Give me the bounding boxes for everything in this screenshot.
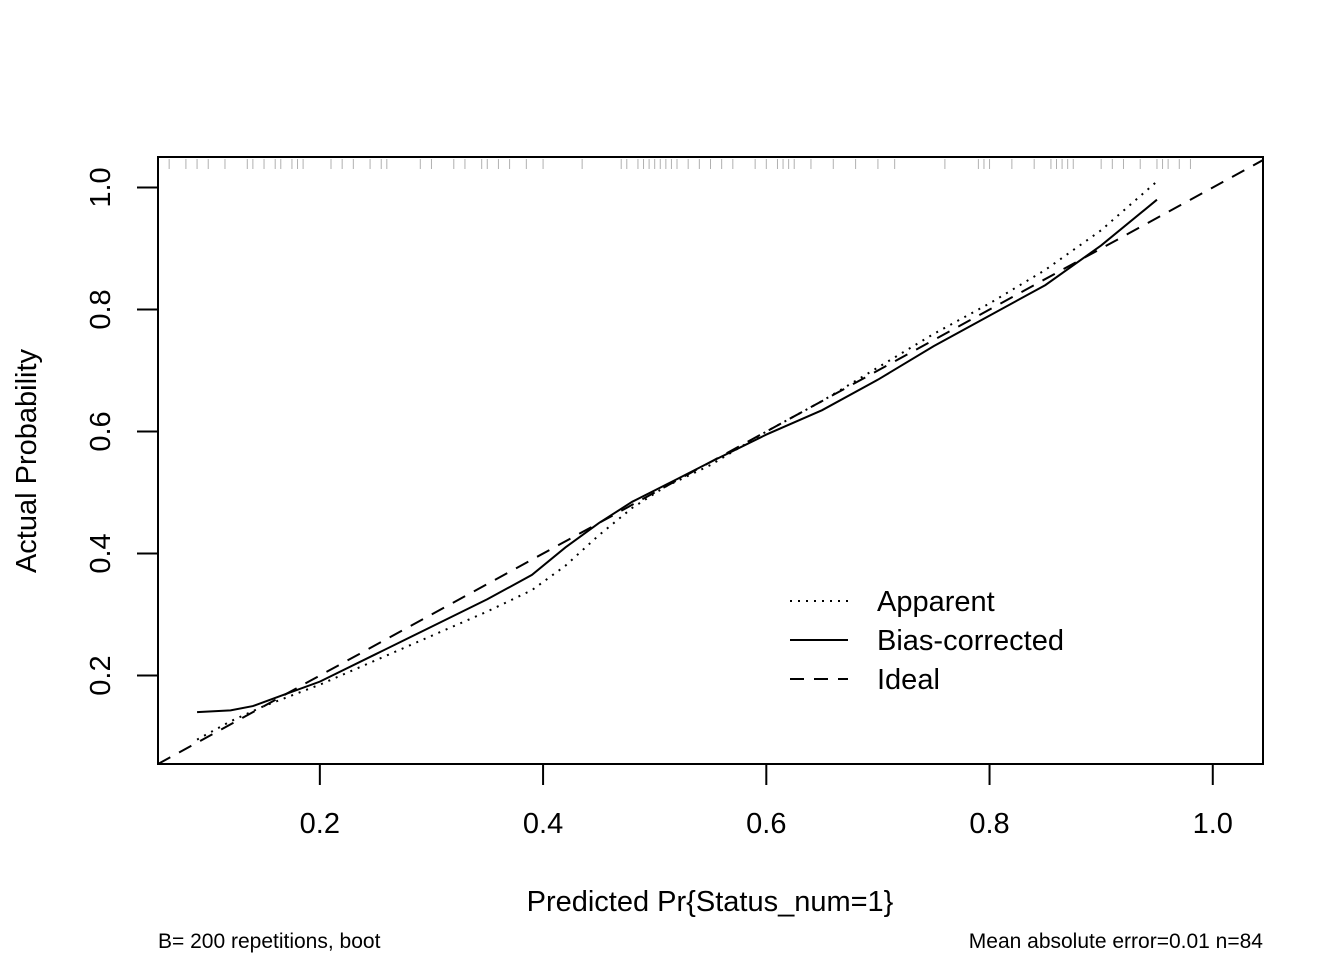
y-axis-title: Actual Probability (11, 348, 43, 573)
plot-frame (157, 156, 1264, 765)
y-tick-label: 0.4 (85, 533, 117, 573)
footer-left-note: B= 200 repetitions, boot (158, 930, 381, 953)
legend-label: Apparent (877, 586, 995, 618)
x-tick-label: 0.2 (300, 808, 340, 840)
x-tick-label: 0.8 (969, 808, 1009, 840)
legend-item: Ideal (790, 664, 940, 696)
legend-label: Ideal (877, 664, 940, 696)
y-tick-label: 0.6 (85, 411, 117, 451)
series-line-bias-corrected (197, 198, 1158, 714)
x-tick-label: 1.0 (1193, 808, 1233, 840)
x-axis-title: Predicted Pr{Status_num=1} (527, 886, 894, 918)
x-tick-label: 0.4 (523, 808, 563, 840)
legend: Apparent Bias-corrected Ideal (790, 586, 1064, 696)
series-line-apparent (196, 180, 1158, 741)
legend-item: Bias-corrected (790, 625, 1064, 657)
plot-area (158, 159, 1263, 764)
y-tick-label: 0.2 (85, 655, 117, 695)
x-axis: 0.2 0.4 0.6 0.8 1.0 (300, 764, 1233, 840)
legend-item: Apparent (790, 586, 995, 618)
y-tick-label: 1.0 (85, 167, 117, 207)
y-axis: 0.2 0.4 0.6 0.8 1.0 (85, 167, 158, 696)
series-line-ideal (158, 159, 1263, 764)
y-tick-label: 0.8 (85, 289, 117, 329)
legend-label: Bias-corrected (877, 625, 1064, 657)
x-tick-label: 0.6 (746, 808, 786, 840)
footer-right-note: Mean absolute error=0.01 n=84 (969, 930, 1264, 953)
